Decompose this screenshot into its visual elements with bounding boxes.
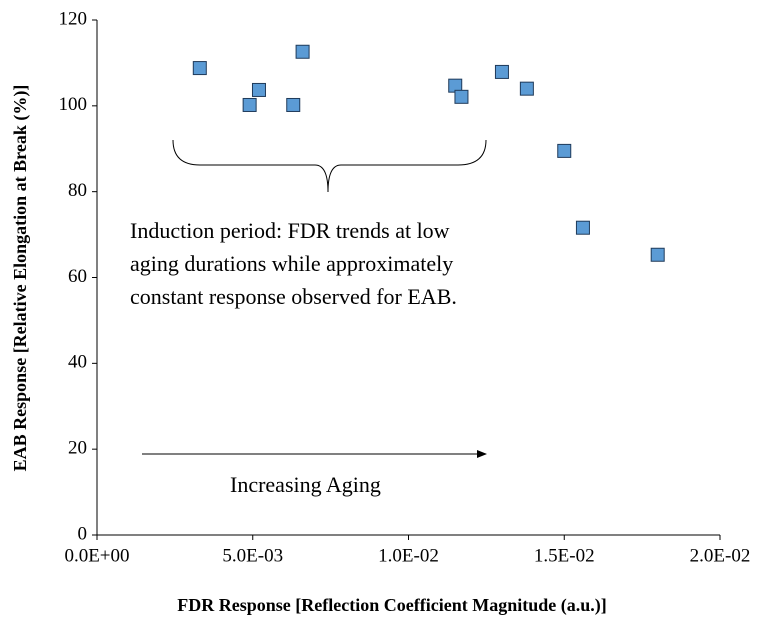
point: [242, 97, 257, 112]
brace: [172, 139, 487, 193]
y-tick-label: 120: [59, 8, 88, 29]
annotation: aging durations while approximately: [130, 251, 453, 276]
x-tick-label: 1.0E-02: [378, 545, 439, 566]
point: [251, 82, 266, 97]
x-tick-label: 2.0E-02: [690, 545, 751, 566]
point: [519, 81, 534, 96]
point: [454, 89, 469, 104]
y-tick-label: 40: [68, 352, 87, 373]
x-tick-label: 5.0E-03: [222, 545, 283, 566]
annotation: Induction period: FDR trends at low: [130, 218, 450, 243]
point: [295, 44, 310, 59]
point: [286, 97, 301, 112]
x-axis-title: FDR Response [Reflection Coefficient Mag…: [177, 595, 606, 616]
annotation: constant response observed for EAB.: [130, 284, 457, 309]
y-tick-label: 100: [59, 94, 88, 115]
y-tick-label: 0: [78, 523, 88, 544]
y-tick-label: 60: [68, 266, 87, 287]
y-axis-title: EAB Response [Relative Elongation at Bre…: [10, 85, 31, 472]
point: [494, 64, 509, 79]
point: [192, 61, 207, 76]
annotation: Increasing Aging: [230, 472, 381, 497]
y-tick-label: 20: [68, 438, 87, 459]
point: [650, 247, 665, 262]
point: [575, 220, 590, 235]
y-tick-label: 80: [68, 180, 87, 201]
x-tick-label: 1.5E-02: [534, 545, 595, 566]
x-tick-label: 0.0E+00: [64, 545, 129, 566]
point: [557, 143, 572, 158]
